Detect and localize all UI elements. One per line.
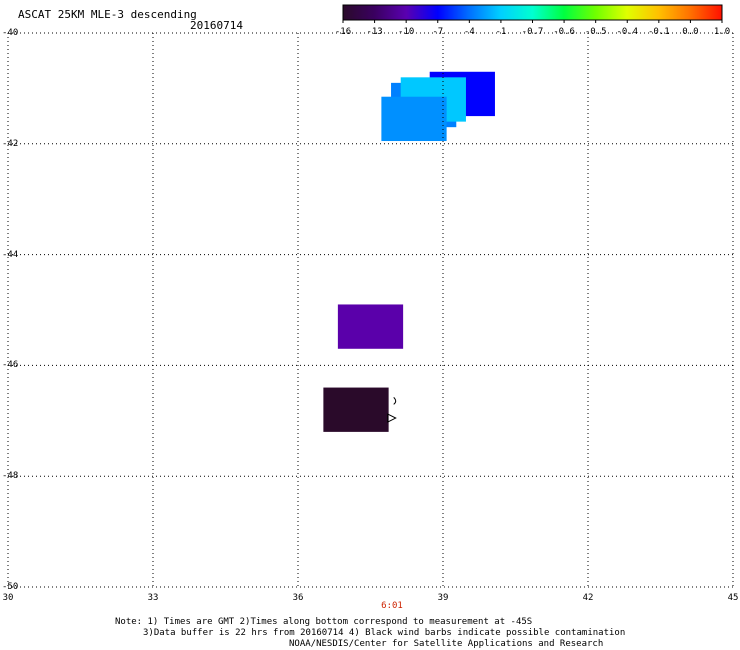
- latitude-label: -46: [2, 360, 19, 371]
- map-date: 20160714: [190, 19, 243, 32]
- colorbar-label: 1.0: [713, 27, 731, 37]
- time-label: 6:01: [381, 601, 403, 611]
- latitude-label: -40: [2, 28, 19, 38]
- longitude-label: 45: [727, 593, 739, 603]
- wind-barb: [387, 413, 397, 423]
- latitude-label: -42: [2, 138, 19, 149]
- latitude-label: -48: [2, 471, 19, 482]
- longitude-label: 33: [147, 593, 159, 603]
- note-line-3: NOAA/NESDIS/Center for Satellite Applica…: [289, 639, 604, 649]
- colorbar-label: -1: [495, 27, 507, 37]
- longitude-label: 36: [292, 593, 304, 603]
- colorbar-label: -0.7: [521, 27, 544, 37]
- wind-barb: [393, 397, 397, 405]
- map-title: ASCAT 25KM MLE-3 descending: [18, 8, 197, 21]
- colorbar-label: -0.1: [647, 27, 670, 37]
- colorbar-label: -0.6: [553, 27, 575, 37]
- colorbar: [342, 4, 723, 21]
- colorbar-label: -10: [398, 27, 415, 37]
- colorbar-label: -16: [334, 27, 352, 37]
- colorbar-label: -0.5: [584, 27, 607, 37]
- longitude-label: 39: [437, 593, 449, 603]
- longitude-label: 42: [582, 593, 594, 603]
- latitude-label: -44: [2, 249, 19, 260]
- colorbar-label: -0.4: [616, 27, 639, 37]
- data-cell: [337, 304, 404, 349]
- longitude-label: 30: [2, 593, 14, 603]
- note-line-2: 3)Data buffer is 22 hrs from 20160714 4)…: [143, 628, 626, 638]
- note-line-1: Note: 1) Times are GMT 2)Times along bot…: [115, 617, 533, 627]
- colorbar-label: -4: [463, 27, 475, 37]
- colorbar-label: -13: [366, 27, 383, 37]
- latitude-label: -50: [2, 582, 19, 592]
- data-cell: [323, 387, 389, 432]
- data-cell: [381, 96, 447, 142]
- colorbar-label: 0.0: [682, 27, 699, 37]
- colorbar-label: -7: [432, 27, 444, 37]
